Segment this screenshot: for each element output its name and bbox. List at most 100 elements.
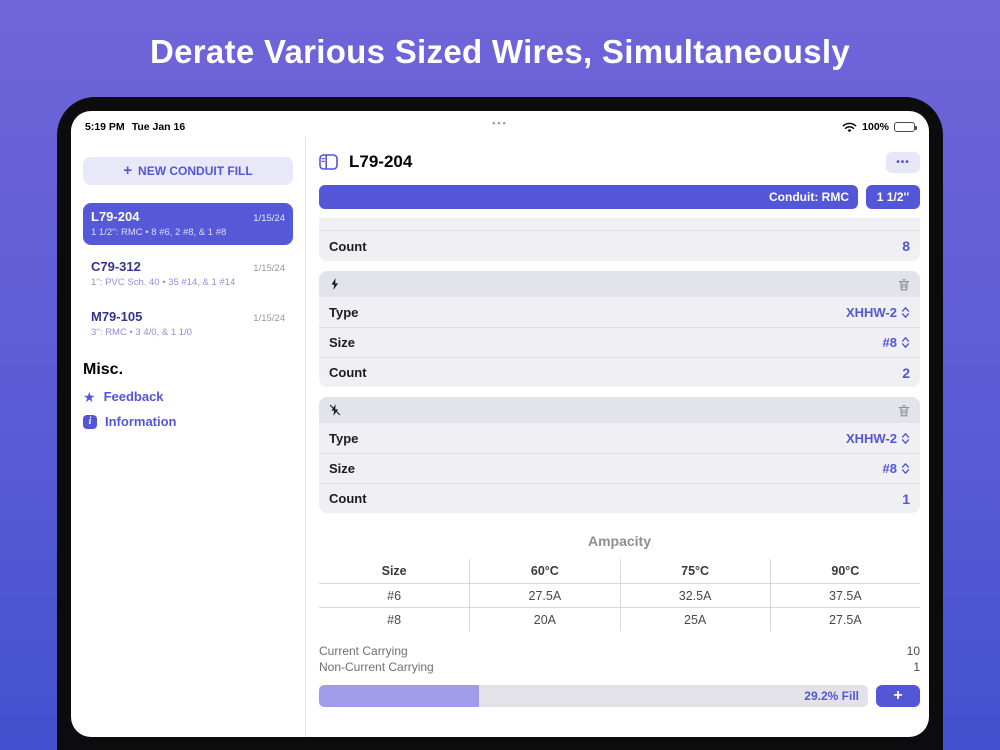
size-value: #8	[882, 335, 897, 350]
size-picker[interactable]: #8	[883, 461, 910, 476]
type-picker[interactable]: XHHW-2	[846, 305, 910, 320]
cell: 27.5A	[469, 583, 620, 607]
item-subtitle: 1 1/2'': RMC • 8 #6, 2 #8, & 1 #8	[91, 227, 227, 238]
fill-bar-row: 29.2% Fill +	[319, 685, 920, 707]
info-icon: i	[83, 414, 97, 429]
bolt-slash-icon	[328, 402, 342, 418]
add-conductor-button[interactable]: +	[876, 685, 920, 707]
conductor-section-current: Type XHHW-2 Size #8 Co	[319, 271, 920, 387]
scrolled-row-sliver	[319, 218, 920, 231]
misc-section-header: Misc.	[83, 361, 124, 378]
total-label: Non-Current Carrying	[319, 660, 434, 674]
item-title: L79-204	[91, 209, 140, 224]
sidebar-toggle-icon[interactable]	[319, 154, 339, 171]
ampacity-data-row: #6 27.5A 32.5A 37.5A	[319, 583, 920, 607]
section-header	[319, 271, 920, 297]
conduit-size-button[interactable]: 1 1/2''	[866, 185, 920, 209]
conduit-row: Conduit: RMC 1 1/2''	[319, 185, 920, 209]
cell: 37.5A	[769, 583, 920, 607]
chevron-updown-icon	[901, 463, 910, 474]
size-picker[interactable]: #8	[883, 335, 910, 350]
new-conduit-fill-label: NEW CONDUIT FILL	[138, 164, 253, 178]
battery-icon	[894, 122, 917, 132]
conduit-type-picker[interactable]: Conduit: RMC	[319, 185, 858, 209]
ampacity-table: Size 60°C 75°C 90°C #6 27.5A 32.5A 37.5A…	[319, 559, 920, 631]
size-value: #8	[882, 461, 897, 476]
size-label: Size	[329, 335, 356, 350]
count-row[interactable]: Count 8	[319, 231, 920, 261]
type-row[interactable]: Type XHHW-2	[319, 423, 920, 453]
count-row[interactable]: Count 1	[319, 483, 920, 513]
trash-icon[interactable]	[897, 277, 911, 292]
new-conduit-fill-button[interactable]: + NEW CONDUIT FILL	[83, 157, 293, 185]
plus-icon: +	[893, 687, 903, 704]
type-value: XHHW-2	[845, 304, 897, 320]
section-header	[319, 397, 920, 423]
type-label: Type	[329, 430, 359, 446]
conduit-list-item-m79-105[interactable]: M79-105 1/15/24 3'': RMC • 3 4/0, & 1 1/…	[83, 303, 293, 345]
item-date: 1/15/24	[253, 313, 285, 324]
ampacity-data-row: #8 20A 25A 27.5A	[319, 607, 920, 631]
col-header: 90°C	[769, 559, 920, 583]
col-header: 60°C	[469, 559, 619, 583]
count-value: 8	[902, 238, 910, 254]
size-row[interactable]: Size #8	[319, 327, 920, 357]
marketing-headline: Derate Various Sized Wires, Simultaneous…	[149, 33, 851, 70]
status-bar: 5:19 PM Tue Jan 16 ••• 100%	[71, 111, 929, 137]
ampacity-header-row: Size 60°C 75°C 90°C	[319, 559, 920, 583]
item-title: C79-312	[91, 259, 141, 274]
chevron-updown-icon	[901, 306, 910, 318]
type-label: Type	[329, 304, 359, 320]
item-subtitle: 3'': RMC • 3 4/0, & 1 1/0	[91, 327, 192, 338]
information-link[interactable]: i Information	[83, 414, 293, 429]
count-label: Count	[329, 238, 367, 254]
item-date: 1/15/24	[253, 213, 285, 224]
bolt-icon	[328, 276, 342, 292]
conduit-list-item-c79-312[interactable]: C79-312 1/15/24 1'': PVC Sch. 40 • 35 #1…	[83, 253, 293, 295]
ipad-device-frame: 5:19 PM Tue Jan 16 ••• 100% +	[57, 97, 943, 750]
type-row[interactable]: Type XHHW-2	[319, 297, 920, 327]
item-subtitle: 1'': PVC Sch. 40 • 35 #14, & 1 #14	[91, 277, 236, 288]
fill-percent-label: 29.2% Fill	[804, 689, 859, 703]
type-value: XHHW-2	[845, 430, 897, 446]
conduit-list-item-l79-204[interactable]: L79-204 1/15/24 1 1/2'': RMC • 8 #6, 2 #…	[83, 203, 293, 245]
trash-icon[interactable]	[897, 403, 911, 418]
more-options-button[interactable]: •••	[886, 151, 920, 173]
size-label: Size	[329, 461, 356, 476]
plus-icon: +	[123, 162, 133, 179]
app-screen: 5:19 PM Tue Jan 16 ••• 100% +	[71, 111, 929, 737]
cell: 25A	[619, 607, 770, 631]
chevron-updown-icon	[901, 432, 910, 444]
item-title: M79-105	[91, 309, 143, 324]
total-row: Non-Current Carrying 1	[319, 659, 920, 675]
star-icon: ★	[83, 388, 96, 405]
col-header: Size	[381, 564, 407, 578]
fill-bar-progress	[319, 685, 480, 707]
cell: 27.5A	[769, 607, 920, 631]
col-header: 75°C	[619, 559, 770, 583]
size-row[interactable]: Size #8	[319, 453, 920, 483]
conduit-type-label: Conduit: RMC	[769, 190, 849, 204]
count-value: 2	[902, 364, 910, 381]
feedback-link[interactable]: ★ Feedback	[83, 389, 293, 404]
type-picker[interactable]: XHHW-2	[846, 431, 910, 446]
chevron-updown-icon	[901, 337, 910, 348]
count-label: Count	[329, 365, 367, 380]
total-value: 10	[906, 644, 920, 658]
cell: 32.5A	[619, 583, 770, 607]
feedback-label: Feedback	[103, 389, 164, 404]
ampacity-title: Ampacity	[587, 533, 652, 549]
status-time: 5:19 PM	[85, 121, 125, 133]
wifi-icon	[842, 122, 857, 133]
multitasking-dots[interactable]: •••	[492, 118, 508, 128]
top-bar: L79-204 •••	[319, 147, 920, 177]
battery-percent: 100%	[862, 121, 889, 133]
scrolled-conductor-section: Count 8	[319, 218, 920, 261]
count-label: Count	[329, 491, 367, 506]
total-label: Current Carrying	[319, 644, 408, 658]
main-panel: L79-204 ••• Conduit: RMC 1 1/2'' Count 8	[306, 137, 929, 737]
conductor-section-non-current: Type XHHW-2 Size #8 Co	[319, 397, 920, 513]
fill-bar-track: 29.2% Fill	[319, 685, 868, 707]
page-title: L79-204	[349, 152, 413, 171]
count-row[interactable]: Count 2	[319, 357, 920, 387]
